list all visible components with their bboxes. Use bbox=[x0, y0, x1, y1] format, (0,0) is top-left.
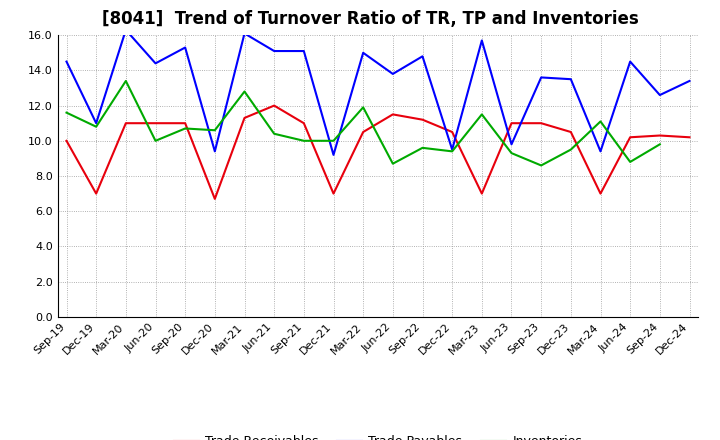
Line: Inventories: Inventories bbox=[66, 81, 660, 165]
Trade Receivables bbox=[329, 191, 338, 196]
Inventories bbox=[240, 89, 249, 94]
Inventories bbox=[270, 131, 279, 136]
Trade Receivables bbox=[626, 135, 634, 140]
Trade Receivables bbox=[448, 129, 456, 135]
Inventories bbox=[210, 128, 219, 133]
Trade Payables bbox=[655, 92, 664, 98]
Trade Payables bbox=[210, 149, 219, 154]
Trade Receivables bbox=[92, 191, 101, 196]
Inventories bbox=[389, 161, 397, 166]
Inventories bbox=[567, 147, 575, 152]
Inventories bbox=[151, 138, 160, 143]
Inventories bbox=[596, 119, 605, 124]
Inventories bbox=[300, 138, 308, 143]
Inventories bbox=[92, 124, 101, 129]
Trade Receivables bbox=[62, 138, 71, 143]
Trade Receivables bbox=[418, 117, 427, 122]
Trade Receivables bbox=[537, 121, 546, 126]
Line: Trade Payables: Trade Payables bbox=[66, 30, 690, 155]
Text: [8041]  Trend of Turnover Ratio of TR, TP and Inventories: [8041] Trend of Turnover Ratio of TR, TP… bbox=[102, 10, 639, 28]
Trade Payables bbox=[122, 27, 130, 33]
Trade Payables bbox=[477, 38, 486, 43]
Trade Receivables bbox=[300, 121, 308, 126]
Trade Payables bbox=[626, 59, 634, 64]
Inventories bbox=[329, 138, 338, 143]
Trade Receivables bbox=[507, 121, 516, 126]
Trade Receivables bbox=[685, 135, 694, 140]
Trade Payables bbox=[596, 149, 605, 154]
Trade Receivables bbox=[359, 129, 367, 135]
Inventories bbox=[181, 126, 189, 131]
Trade Payables bbox=[92, 121, 101, 126]
Trade Payables bbox=[62, 59, 71, 64]
Trade Receivables bbox=[181, 121, 189, 126]
Trade Payables bbox=[685, 78, 694, 84]
Trade Payables bbox=[359, 50, 367, 55]
Inventories bbox=[418, 145, 427, 150]
Trade Receivables bbox=[210, 196, 219, 202]
Trade Payables bbox=[240, 31, 249, 36]
Trade Receivables bbox=[240, 115, 249, 121]
Trade Receivables bbox=[567, 129, 575, 135]
Inventories bbox=[626, 159, 634, 165]
Trade Receivables bbox=[151, 121, 160, 126]
Trade Payables bbox=[507, 142, 516, 147]
Trade Payables bbox=[329, 152, 338, 158]
Trade Receivables bbox=[655, 133, 664, 138]
Inventories bbox=[507, 150, 516, 156]
Inventories bbox=[477, 112, 486, 117]
Trade Receivables bbox=[122, 121, 130, 126]
Trade Receivables bbox=[270, 103, 279, 108]
Trade Payables bbox=[537, 75, 546, 80]
Line: Trade Receivables: Trade Receivables bbox=[66, 106, 690, 199]
Trade Payables bbox=[418, 54, 427, 59]
Inventories bbox=[359, 105, 367, 110]
Trade Payables bbox=[389, 71, 397, 77]
Inventories bbox=[655, 142, 664, 147]
Inventories bbox=[448, 149, 456, 154]
Inventories bbox=[537, 163, 546, 168]
Inventories bbox=[122, 78, 130, 84]
Trade Payables bbox=[300, 48, 308, 54]
Trade Payables bbox=[567, 77, 575, 82]
Trade Payables bbox=[448, 147, 456, 152]
Trade Payables bbox=[270, 48, 279, 54]
Trade Receivables bbox=[389, 112, 397, 117]
Legend: Trade Receivables, Trade Payables, Inventories: Trade Receivables, Trade Payables, Inven… bbox=[168, 430, 588, 440]
Trade Receivables bbox=[477, 191, 486, 196]
Trade Receivables bbox=[596, 191, 605, 196]
Trade Payables bbox=[181, 45, 189, 50]
Inventories bbox=[62, 110, 71, 115]
Trade Payables bbox=[151, 61, 160, 66]
